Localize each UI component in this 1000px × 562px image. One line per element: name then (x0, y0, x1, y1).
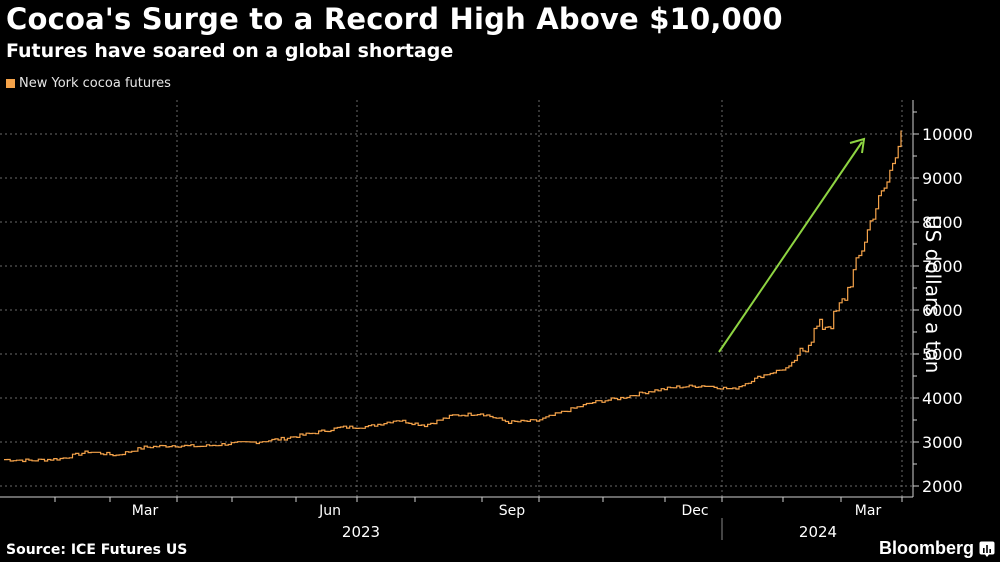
svg-text:5000: 5000 (922, 345, 963, 364)
svg-text:2024: 2024 (799, 523, 837, 541)
svg-text:Sep: Sep (499, 503, 526, 519)
chart-title: Cocoa's Surge to a Record High Above $10… (6, 2, 783, 36)
svg-text:Mar: Mar (855, 503, 882, 519)
svg-text:Dec: Dec (681, 503, 708, 519)
svg-text:7000: 7000 (922, 257, 963, 276)
y-axis-label: US dollars a ton (921, 215, 945, 374)
bar-chart-icon (979, 541, 995, 557)
tick-labels: 2000 3000 4000 5000 6000 7000 8000 9000 10000 Mar… (132, 125, 973, 541)
svg-text:2023: 2023 (342, 523, 380, 541)
trend-arrow (718, 137, 866, 353)
svg-text:4000: 4000 (922, 389, 963, 408)
legend-label: New York cocoa futures (19, 76, 171, 91)
legend-swatch (6, 79, 15, 88)
svg-text:3000: 3000 (922, 433, 963, 452)
svg-text:8000: 8000 (922, 213, 963, 232)
axes (0, 100, 919, 540)
svg-text:10000: 10000 (922, 125, 973, 144)
svg-text:9000: 9000 (922, 169, 963, 188)
bloomberg-logo: Bloomberg (878, 538, 974, 558)
svg-text:Jun: Jun (318, 503, 341, 519)
legend: New York cocoa futures (6, 76, 171, 91)
cocoa-futures-line (4, 130, 902, 463)
svg-text:Mar: Mar (132, 503, 159, 519)
svg-text:2000: 2000 (922, 477, 963, 496)
svg-text:6000: 6000 (922, 301, 963, 320)
chart-subtitle: Futures have soared on a global shortage (6, 40, 454, 62)
source-note: Source: ICE Futures US (6, 542, 188, 558)
gridlines (0, 100, 913, 497)
